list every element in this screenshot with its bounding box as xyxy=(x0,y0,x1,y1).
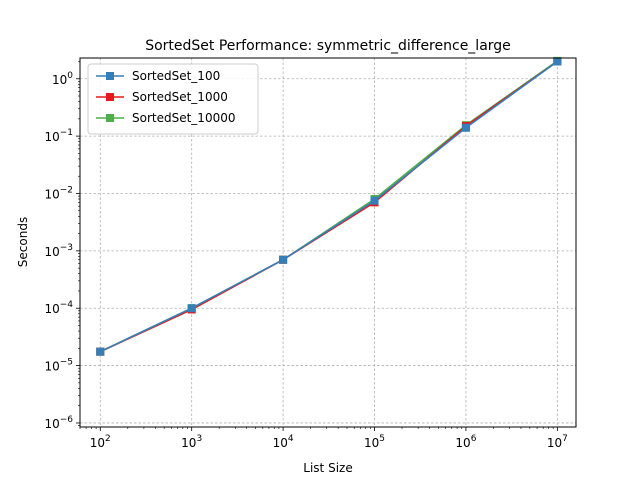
data-point xyxy=(370,196,379,205)
plot-frame xyxy=(79,57,577,428)
series-line xyxy=(99,60,558,353)
y-tick-label: 100 xyxy=(52,71,73,87)
legend-box xyxy=(87,63,259,135)
series-SortedSet_100 xyxy=(96,57,562,356)
legend-item: SortedSet_1000 xyxy=(96,90,228,104)
y-tick-label: 10−1 xyxy=(44,128,73,144)
x-tick-label: 104 xyxy=(273,434,294,450)
legend-item: SortedSet_100 xyxy=(96,69,220,83)
legend-marker xyxy=(106,114,114,122)
data-point xyxy=(96,347,105,356)
y-tick-label: 10−6 xyxy=(44,415,73,431)
legend-marker xyxy=(106,72,114,80)
legend-label: SortedSet_1000 xyxy=(132,90,228,104)
legend-label: SortedSet_10000 xyxy=(132,111,235,125)
legend-item: SortedSet_10000 xyxy=(96,111,235,125)
x-tick-label: 106 xyxy=(455,434,476,450)
y-axis-label: Seconds xyxy=(16,217,30,267)
legend-marker xyxy=(106,93,114,101)
data-point xyxy=(279,255,288,264)
ticks: 102 103 104 105 106 107 10−6 10−5 10−4 10−3 10−2 10… xyxy=(44,61,568,450)
x-axis-label: List Size xyxy=(303,461,352,475)
data-point xyxy=(187,304,196,313)
series-layer xyxy=(96,56,562,356)
x-tick-label: 105 xyxy=(364,434,385,450)
y-tick-label: 10−2 xyxy=(44,185,73,201)
y-tick-label: 10−5 xyxy=(44,358,73,374)
x-tick-label: 102 xyxy=(90,434,111,450)
y-tick-label: 10−4 xyxy=(44,300,73,316)
x-tick-label: 107 xyxy=(547,434,568,450)
x-tick-label: 103 xyxy=(181,434,202,450)
chart-title: SortedSet Performance: symmetric_differe… xyxy=(145,38,511,54)
data-point xyxy=(553,57,562,66)
y-tick-label: 10−3 xyxy=(44,243,73,259)
data-point xyxy=(461,123,470,132)
legend: SortedSet_100 SortedSet_1000 SortedSet_100… xyxy=(87,63,259,135)
legend-label: SortedSet_100 xyxy=(132,69,220,83)
